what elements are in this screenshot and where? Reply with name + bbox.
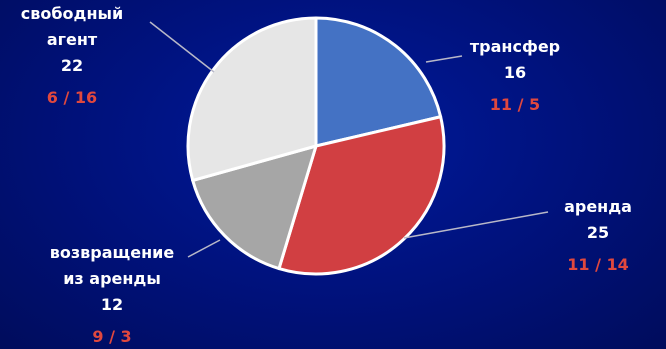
leader-line-loan [403, 211, 549, 239]
slice-split-return-from-loan: 9 / 3 [92, 327, 131, 346]
leader-lines [149, 21, 549, 258]
leader-line-free-agent [149, 21, 215, 73]
slice-labels: трансфер 16 11 / 5 аренда 25 11 / 14 возвращен… [21, 4, 632, 346]
pie-slices [186, 16, 446, 276]
slice-value-return-from-loan: 12 [101, 295, 123, 314]
slice-label-loan: аренда 25 11 / 14 [564, 197, 632, 274]
slice-name-return-from-loan: возвращение [50, 243, 175, 262]
slice-value-loan: 25 [587, 223, 609, 242]
slice-split-loan: 11 / 14 [567, 255, 629, 274]
leader-line-transfer [425, 55, 463, 63]
slice-label-free-agent: свободный агент 22 6 / 16 [21, 4, 123, 107]
pie-slice-free-agent [186, 16, 318, 182]
slice-label-transfer: трансфер 16 11 / 5 [470, 37, 560, 114]
slice-value-transfer: 16 [504, 63, 526, 82]
pie-slice-transfer [314, 16, 443, 148]
pie-slice-return-from-loan [191, 144, 318, 271]
slice-label-return-from-loan: возвращение из аренды 12 9 / 3 [50, 243, 175, 346]
slice-name-free-agent: свободный [21, 4, 123, 23]
leader-line-return-from-loan [187, 239, 221, 258]
slice-name-transfer: трансфер [470, 37, 560, 56]
pie-slice-loan [277, 115, 446, 276]
slice-split-transfer: 11 / 5 [490, 95, 540, 114]
slice-name-free-agent: агент [47, 30, 98, 49]
slice-name-loan: аренда [564, 197, 632, 216]
slice-name-return-from-loan: из аренды [63, 269, 161, 288]
slice-split-free-agent: 6 / 16 [47, 88, 97, 107]
slice-value-free-agent: 22 [61, 56, 83, 75]
